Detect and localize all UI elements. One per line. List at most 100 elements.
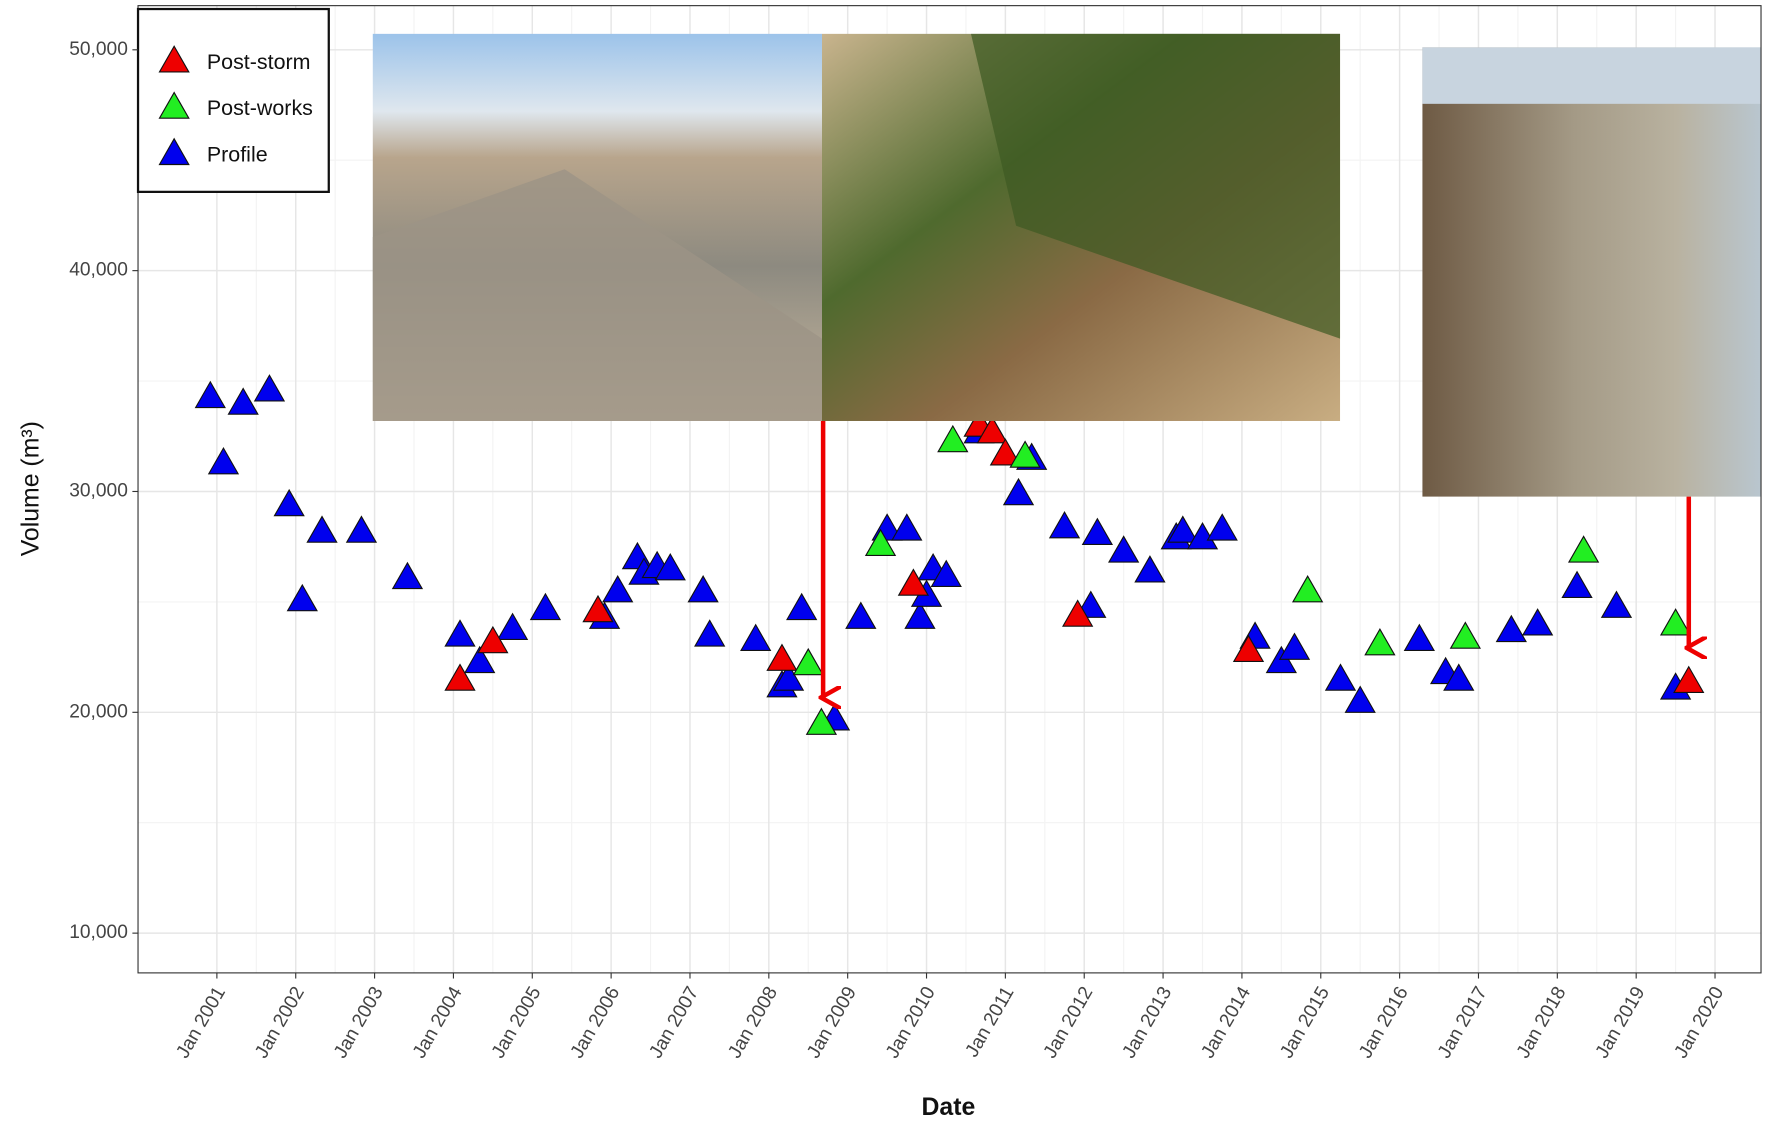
point: [786, 592, 818, 621]
point: [1134, 555, 1166, 583]
photo: [1422, 47, 1762, 497]
x-tick-label: Jan 2005: [488, 983, 546, 1062]
legend-label: Post-works: [207, 96, 313, 120]
x-tick-label: Jan 2016: [1355, 983, 1413, 1062]
legend-label: Post-storm: [207, 50, 311, 74]
point: [444, 619, 476, 647]
point: [345, 515, 378, 543]
point: [1291, 575, 1324, 603]
point: [1364, 628, 1396, 656]
point: [582, 594, 614, 623]
y-axis-title: Volume (m³): [18, 421, 45, 556]
point: [306, 515, 338, 543]
point: [496, 612, 529, 640]
point: [792, 647, 824, 676]
point: [391, 561, 424, 590]
point: [464, 645, 496, 674]
y-tick-label: 50,000: [69, 39, 128, 60]
point: [286, 583, 318, 612]
point: [1278, 632, 1311, 660]
marks: [194, 374, 1705, 735]
x-tick-label: Jan 2013: [1119, 983, 1177, 1062]
legend-marker: [158, 45, 190, 73]
y-tick-label: 20,000: [69, 701, 128, 722]
x-tick-label: Jan 2012: [1040, 983, 1098, 1062]
point: [976, 416, 1008, 444]
arrows: [823, 420, 1689, 698]
plot-border: [137, 5, 1762, 974]
y-tick-label: 10,000: [69, 922, 128, 943]
x-tick-label: Jan 2001: [172, 983, 230, 1062]
x-tick-label: Jan 2019: [1592, 983, 1650, 1062]
x-tick-label: Jan 2017: [1434, 983, 1492, 1062]
point: [1062, 599, 1094, 627]
point: [253, 374, 286, 402]
point: [1521, 608, 1554, 636]
point: [1048, 510, 1081, 539]
x-tick-label: Jan 2008: [724, 983, 782, 1062]
point: [930, 559, 962, 587]
photos: [372, 33, 1762, 497]
point: [1344, 685, 1376, 713]
point: [1600, 590, 1633, 618]
point: [772, 663, 805, 691]
point: [1443, 663, 1475, 691]
point: [687, 575, 719, 603]
photo-detail: [970, 33, 1341, 339]
point: [1495, 614, 1527, 643]
point: [1449, 621, 1481, 649]
x-tick-label: Jan 2003: [330, 983, 388, 1062]
point: [1561, 570, 1593, 599]
y-tick-label: 30,000: [69, 481, 128, 502]
x-tick-label: Jan 2007: [646, 983, 704, 1062]
point: [766, 643, 798, 671]
point: [1167, 515, 1199, 543]
point: [805, 707, 838, 735]
x-tick-label: Jan 2009: [803, 983, 861, 1062]
x-tick-label: Jan 2014: [1198, 983, 1256, 1062]
y-tick-label: 40,000: [69, 260, 128, 281]
point: [1002, 477, 1035, 506]
legend-marker: [158, 91, 190, 119]
point: [273, 488, 305, 517]
point: [194, 380, 226, 409]
x-tick-label: Jan 2018: [1513, 983, 1571, 1062]
point: [1567, 535, 1600, 563]
point: [891, 513, 923, 541]
legend-label: Profile: [207, 142, 268, 166]
x-tick-label: Jan 2002: [251, 983, 309, 1062]
point: [1206, 513, 1238, 541]
legend: Post-storm Post-works Profile: [136, 7, 330, 193]
point: [937, 424, 969, 453]
point: [864, 528, 897, 557]
x-tick-label: Jan 2010: [882, 983, 940, 1062]
x-tick-label: Jan 2006: [567, 983, 625, 1062]
point: [602, 575, 634, 603]
point: [694, 619, 726, 647]
x-tick-label: Jan 2015: [1276, 983, 1334, 1062]
point: [444, 663, 476, 691]
point: [529, 592, 562, 621]
point: [1673, 665, 1705, 693]
point: [1081, 517, 1114, 546]
point: [207, 446, 240, 475]
point: [477, 625, 509, 654]
point: [654, 552, 686, 581]
x-tick-label: Jan 2011: [962, 983, 1019, 1061]
x-tick-label: Jan 2004: [409, 983, 467, 1062]
legend-marker: [158, 137, 190, 166]
point: [989, 438, 1022, 466]
point: [740, 623, 772, 652]
point: [227, 387, 259, 415]
point: [904, 601, 936, 629]
point: [1108, 535, 1140, 563]
x-axis-title: Date: [921, 1094, 975, 1121]
point: [1009, 440, 1041, 468]
point: [1659, 608, 1692, 636]
photo-detail: [372, 169, 822, 421]
point: [1403, 623, 1435, 652]
point: [1232, 634, 1265, 663]
point: [897, 568, 930, 596]
point: [845, 601, 877, 629]
